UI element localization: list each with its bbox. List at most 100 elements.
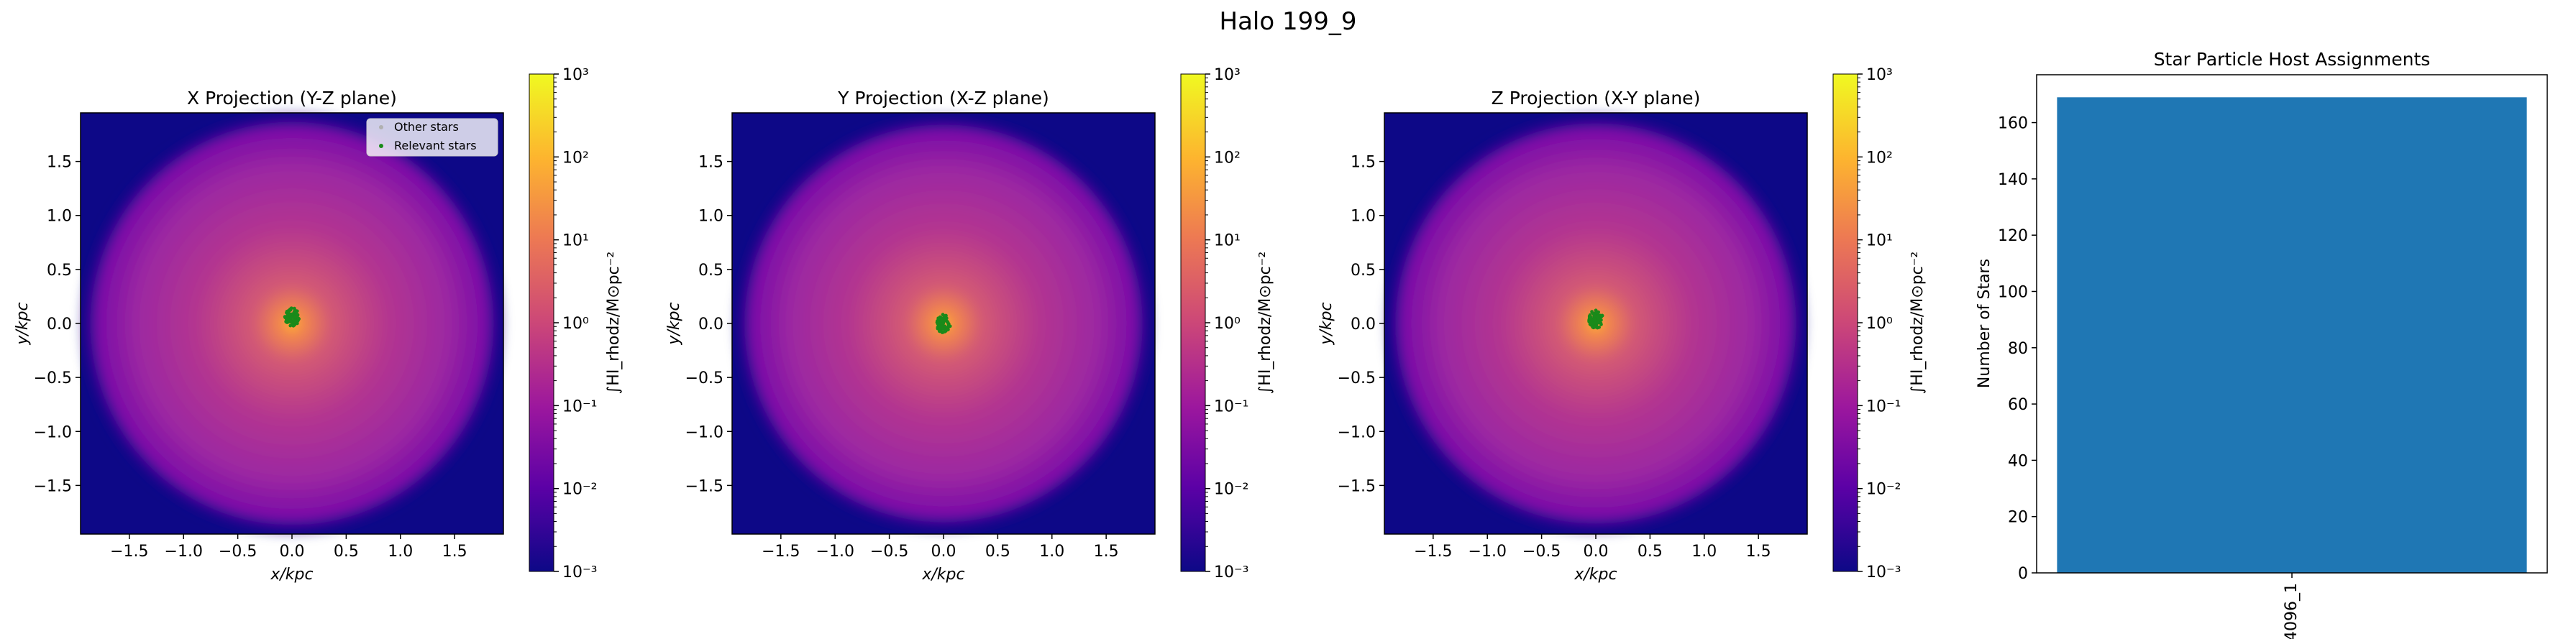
x-tick-label: −1.5 [110, 543, 148, 561]
bar-y-tick-label: 40 [2008, 452, 2028, 470]
y-axis: 1.5 1.0 0.5 0.0 −0.5 −1.0 −1.5 [685, 154, 732, 495]
y-tick-label: 1.0 [1351, 208, 1376, 226]
star-point [945, 327, 949, 331]
bar-y-tick-label: 120 [1998, 227, 2028, 245]
colorbar-label: ∫HI_rhodz/M⊙pc⁻² [1909, 252, 1927, 394]
star-point [283, 315, 287, 319]
y-tick-label: −0.5 [34, 369, 72, 387]
y-axis-label: y/kpc [1317, 302, 1335, 345]
bar-y-tick-label: 0 [2018, 565, 2028, 583]
y-tick-label: 1.5 [1351, 154, 1376, 172]
star-point [1593, 314, 1597, 318]
bar-y-tick-label: 80 [2008, 340, 2028, 358]
y-tick-label: 1.5 [47, 154, 72, 172]
colorbar-tick-label: 10¹ [562, 232, 589, 250]
legend-label-other: Other stars [394, 120, 459, 134]
star-point [1592, 316, 1597, 321]
legend: Other stars Relevant stars [366, 118, 498, 157]
colorbar-tick-label: 10³ [562, 66, 589, 84]
y-tick-label: 0.5 [698, 262, 723, 280]
star-point [1597, 318, 1602, 322]
star-point [1587, 319, 1591, 323]
bar-chart-title: Star Particle Host Assignments [2154, 49, 2431, 70]
star-point [936, 319, 940, 323]
bar-y-axis: 0 20 40 60 80 100 120 140 160 [1998, 115, 2037, 583]
colorbar-tick-label: 10² [562, 149, 589, 167]
bar-y-tick-label: 20 [2008, 509, 2028, 527]
bar-plot-frame [2036, 74, 2548, 574]
bar-y-axis-label: Number of Stars [1976, 259, 1993, 388]
y-tick-label: −1.5 [685, 477, 723, 495]
star-point [1596, 314, 1600, 318]
x-tick-label: −0.5 [219, 543, 257, 561]
star-point [937, 324, 941, 328]
panel-title: Z Projection (X-Y plane) [1492, 88, 1701, 109]
star-point [941, 330, 945, 334]
star-point [937, 329, 941, 334]
x-axis: −1.5 −1.0 −0.5 0.0 0.5 1.0 1.5 [1414, 534, 1771, 561]
colorbar-ticks: 10³ 10² 10¹ 10⁰ 10⁻¹ 10⁻² 10⁻³ [554, 66, 597, 581]
star-point [1599, 323, 1603, 326]
colorbar-label: ∫HI_rhodz/M⊙pc⁻² [605, 252, 623, 394]
y-tick-label: −1.5 [1338, 477, 1376, 495]
y-axis-label: y/kpc [14, 302, 32, 345]
colorbar: 10³ 10² 10¹ 10⁰ 10⁻¹ 10⁻² 10⁻³ ∫HI_rhodz/M⊙pc⁻… [1832, 66, 1927, 581]
x-tick-label: 0.5 [985, 543, 1010, 561]
bar [2057, 97, 2527, 574]
bar-y-tick-label: 60 [2008, 396, 2028, 414]
colorbar-tick-label: 10² [1214, 149, 1241, 167]
colorbar-tick-label: 10⁻³ [1214, 564, 1248, 581]
y-tick-label: 1.0 [47, 208, 72, 226]
legend-marker-other [379, 125, 383, 129]
colorbar: 10³ 10² 10¹ 10⁰ 10⁻¹ 10⁻² 10⁻³ ∫HI_rhodz/M⊙pc⁻… [529, 66, 623, 581]
x-tick-label: 0.0 [280, 543, 305, 561]
star-point [946, 320, 950, 324]
x-tick-label: 1.5 [442, 543, 467, 561]
star-point [293, 320, 297, 324]
star-point [1595, 326, 1599, 330]
y-tick-label: 0.5 [1351, 262, 1376, 280]
bar-y-tick-label: 160 [1998, 115, 2028, 133]
star-point [941, 326, 946, 331]
bar-y-tick-label: 140 [1998, 171, 2028, 189]
projection-panel-x: X Projection (Y-Z plane) −1.5 −1.0 −0.5 0.0… [14, 66, 623, 584]
y-tick-label: −1.0 [685, 423, 723, 441]
colorbar-ticks: 10³ 10² 10¹ 10⁰ 10⁻¹ 10⁻² 10⁻³ [1205, 66, 1248, 581]
y-tick-label: −1.5 [34, 477, 72, 495]
colorbar: 10³ 10² 10¹ 10⁰ 10⁻¹ 10⁻² 10⁻³ ∫HI_rhodz/M⊙pc⁻… [1180, 66, 1274, 581]
colorbar-tick-label: 10⁻² [562, 481, 597, 499]
colorbar-tick-label: 10³ [1866, 66, 1893, 84]
y-axis-label: y/kpc [665, 302, 683, 345]
colorbar-tick-label: 10¹ [1214, 232, 1241, 250]
colorbar-tick-label: 10⁻¹ [562, 397, 597, 415]
projection-panel-z: Z Projection (X-Y plane) −1.5 −1.0 −0.5 0.0… [1317, 66, 1927, 584]
x-tick-label: 1.0 [1691, 543, 1717, 561]
y-tick-label: 0.0 [698, 316, 723, 334]
colorbar-tick-label: 10⁰ [1214, 315, 1241, 333]
x-tick-label: −0.5 [870, 543, 908, 561]
panel-title: X Projection (Y-Z plane) [187, 88, 397, 109]
x-tick-label: 1.0 [1039, 543, 1064, 561]
x-tick-label: −1.0 [165, 543, 203, 561]
y-tick-label: 1.5 [698, 154, 723, 172]
x-tick-label: 0.5 [1638, 543, 1663, 561]
colorbar-tick-label: 10⁻² [1866, 481, 1901, 499]
star-point [294, 315, 298, 319]
star-point [1594, 311, 1599, 315]
x-tick-label: 0.0 [931, 543, 956, 561]
bar-chart-panel: Star Particle Host Assignments 0 20 40 60 80… [1976, 49, 2548, 639]
y-tick-label: −1.0 [1338, 423, 1376, 441]
colorbar-label: ∫HI_rhodz/M⊙pc⁻² [1256, 252, 1274, 394]
x-tick-label: −1.0 [1469, 543, 1507, 561]
x-axis-label: x/kpc [921, 566, 964, 584]
star-point [288, 323, 293, 328]
x-tick-label: 1.5 [1746, 543, 1771, 561]
bars [2057, 97, 2527, 574]
y-tick-label: 0.5 [47, 262, 72, 280]
projection-panel-y: Y Projection (X-Z plane) −1.5 −1.0 −0.5 0.0… [665, 66, 1274, 584]
x-tick-label: −1.0 [816, 543, 854, 561]
x-tick-label: −0.5 [1522, 543, 1561, 561]
x-tick-label: 0.0 [1584, 543, 1609, 561]
bar-x-tick-label: 4096_1 [2283, 583, 2301, 639]
